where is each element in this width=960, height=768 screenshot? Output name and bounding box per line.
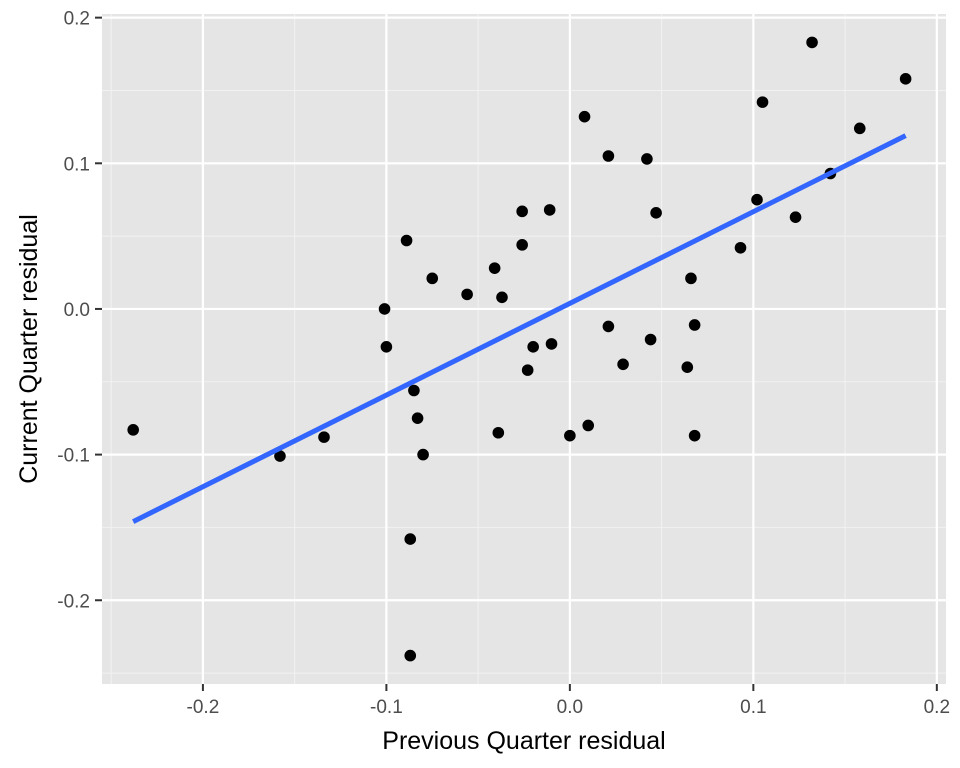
x-tick-label: 0.2 <box>924 697 950 718</box>
data-point <box>417 448 429 461</box>
regression-line <box>132 133 907 524</box>
data-point <box>617 358 629 371</box>
data-point <box>806 36 818 49</box>
data-point <box>545 338 558 350</box>
data-point <box>685 272 697 285</box>
data-point <box>650 207 662 219</box>
data-point <box>578 110 591 123</box>
y-tick-label: 0.2 <box>64 9 90 30</box>
data-point <box>516 205 528 218</box>
data-point <box>751 193 763 206</box>
data-point <box>404 533 417 545</box>
regression-line-group <box>132 133 907 524</box>
data-point <box>688 319 701 331</box>
y-tick-labels: -0.2 -0.1 0.0 0.1 0.2 <box>57 9 90 613</box>
x-tick-label: -0.1 <box>370 697 403 718</box>
data-point <box>602 320 615 333</box>
y-tick-label: -0.2 <box>57 591 90 612</box>
data-point <box>408 384 420 397</box>
x-tick-labels: -0.2 -0.1 0.0 0.1 0.2 <box>187 697 950 718</box>
x-tick-label: 0.0 <box>557 697 583 718</box>
data-point <box>274 450 286 462</box>
data-point <box>411 412 424 424</box>
data-point <box>602 150 615 162</box>
x-tick-label: -0.2 <box>187 697 220 718</box>
data-point <box>516 239 528 251</box>
data-point <box>789 211 802 223</box>
data-point <box>564 429 576 442</box>
data-point <box>734 241 747 254</box>
data-point <box>488 262 501 274</box>
data-points <box>127 36 912 662</box>
data-point <box>378 303 391 315</box>
data-point <box>521 364 534 376</box>
y-tick-label: -0.1 <box>57 446 90 467</box>
y-tick-label: 0.1 <box>64 154 90 175</box>
data-point <box>461 288 473 301</box>
y-tick-label: 0.0 <box>64 300 90 321</box>
data-point <box>400 234 413 247</box>
plot-panel <box>102 14 946 684</box>
data-point <box>404 649 417 662</box>
y-axis-title: Current Quarter residual <box>15 214 43 484</box>
data-point <box>426 272 439 285</box>
data-point <box>853 122 866 135</box>
x-axis-title: Previous Quarter residual <box>382 727 665 755</box>
data-point <box>756 96 769 108</box>
data-point <box>644 333 657 346</box>
data-point <box>527 341 539 353</box>
data-point <box>688 429 701 442</box>
data-point <box>492 426 505 439</box>
data-point <box>641 153 653 165</box>
data-point <box>496 291 508 304</box>
data-point <box>318 431 330 443</box>
data-point <box>899 73 912 85</box>
data-point <box>380 341 393 353</box>
data-point <box>582 419 595 432</box>
major-gridlines <box>102 14 946 684</box>
axis-ticks <box>95 16 938 691</box>
data-point <box>543 204 556 216</box>
x-tick-label: 0.1 <box>740 697 766 718</box>
data-point <box>127 424 139 436</box>
data-point <box>681 361 694 374</box>
